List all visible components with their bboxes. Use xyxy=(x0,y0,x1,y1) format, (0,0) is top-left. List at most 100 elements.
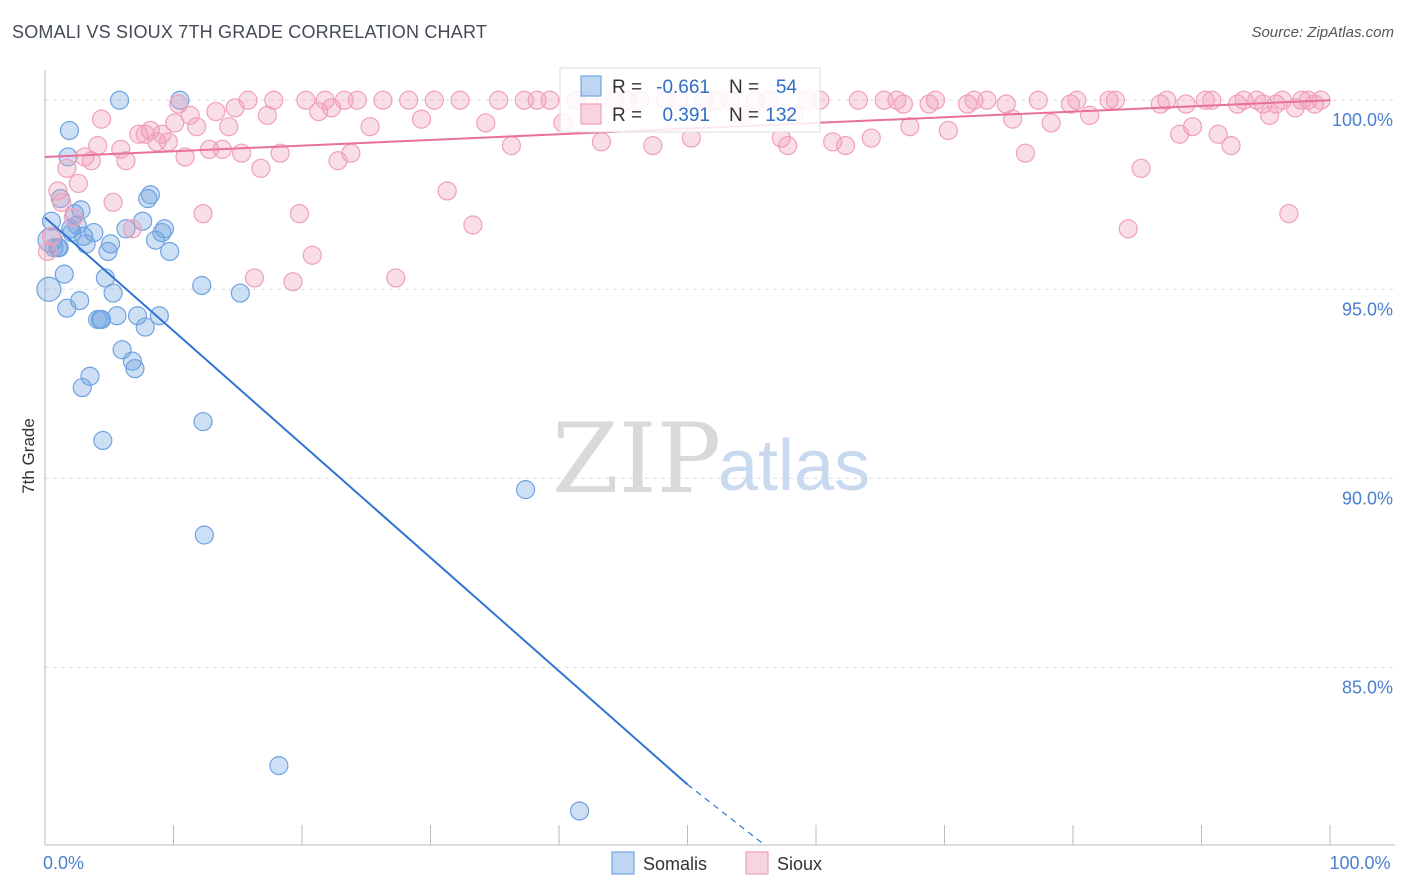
sioux-point xyxy=(1041,113,1061,133)
somali-point xyxy=(133,211,153,231)
sioux-point xyxy=(360,117,380,137)
sioux-point xyxy=(270,143,290,163)
somali-point xyxy=(91,309,112,330)
sioux-point xyxy=(958,94,978,114)
sioux-point xyxy=(1028,90,1048,110)
bottom-legend-label: Somalis xyxy=(643,854,707,874)
sioux-point xyxy=(1099,90,1119,110)
sioux-point xyxy=(219,117,239,137)
sioux-point xyxy=(296,90,316,110)
somali-point xyxy=(515,480,536,500)
sioux-point xyxy=(68,173,89,194)
somali-point xyxy=(71,200,91,220)
legend-r-label: R = xyxy=(612,105,642,126)
legend-n-value: 132 xyxy=(765,105,797,126)
watermark-zip: ZIP xyxy=(552,403,721,515)
somali-point xyxy=(569,801,590,821)
somali-point xyxy=(98,241,118,262)
sioux-point xyxy=(463,215,483,235)
sioux-point xyxy=(893,94,913,114)
chart-title: SOMALI VS SIOUX 7TH GRADE CORRELATION CH… xyxy=(12,22,488,42)
sioux-point xyxy=(1304,94,1325,114)
bottom-legend-swatch xyxy=(611,851,635,875)
sioux-point xyxy=(1150,94,1170,114)
sioux-point xyxy=(116,151,136,171)
somali-point xyxy=(41,211,62,231)
somali-point xyxy=(59,120,80,141)
somali-point xyxy=(127,306,148,326)
somali-point xyxy=(70,291,90,311)
sioux-point xyxy=(244,268,265,288)
somali-point xyxy=(230,283,250,303)
sioux-point xyxy=(938,120,958,141)
watermark-atlas: atlas xyxy=(718,426,870,506)
stats-legend-box xyxy=(559,67,821,133)
sioux-point xyxy=(424,90,444,110)
sioux-point xyxy=(1279,204,1299,224)
grid-lines xyxy=(45,99,1395,668)
sioux-point xyxy=(88,136,108,156)
sioux-point xyxy=(437,181,457,201)
legend-n-value: 54 xyxy=(776,77,798,98)
somali-point xyxy=(80,366,100,386)
sioux-point xyxy=(48,181,68,201)
sioux-point xyxy=(778,136,798,156)
sioux-point xyxy=(206,101,226,122)
data-points xyxy=(36,90,1331,821)
stats-legend: R = -0.661 N = 54 R = 0.391 N = 132 xyxy=(559,67,821,133)
sioux-point xyxy=(1221,136,1241,156)
somali-point xyxy=(125,359,145,379)
tick-labels: 100.0% 95.0% 90.0% 85.0% 0.0% 100.0% xyxy=(43,110,1393,873)
x-tick-label: 100.0% xyxy=(1329,853,1390,873)
sioux-point xyxy=(977,90,997,110)
somali-point xyxy=(154,219,175,239)
somali-point xyxy=(192,275,212,296)
sioux-point xyxy=(1182,117,1203,137)
sioux-point xyxy=(1015,143,1036,163)
sioux-point xyxy=(169,94,189,114)
sioux-point xyxy=(175,147,195,167)
sioux-point xyxy=(63,207,83,228)
sioux-point xyxy=(1260,105,1280,125)
sioux-point xyxy=(411,109,432,129)
sioux-point xyxy=(91,109,112,129)
sioux-point xyxy=(1060,94,1081,114)
sioux-point xyxy=(476,113,496,133)
somali-point xyxy=(140,185,160,205)
axes xyxy=(44,70,1395,846)
somali-trend-extension xyxy=(687,784,765,846)
x-tick-label: 0.0% xyxy=(43,853,84,873)
legend-swatch xyxy=(580,103,602,125)
legend-r-value: -0.661 xyxy=(656,77,710,98)
sioux-point xyxy=(251,158,271,178)
sioux-point xyxy=(835,136,856,156)
sioux-point xyxy=(450,90,470,110)
sioux-point xyxy=(289,204,310,224)
sioux-point xyxy=(347,90,367,110)
somali-point xyxy=(73,226,94,246)
sioux-point xyxy=(264,90,284,110)
sioux-point xyxy=(129,124,149,144)
somali-point xyxy=(103,283,123,303)
legend-n-label: N = xyxy=(729,105,759,126)
watermark: ZIP atlas xyxy=(552,403,870,515)
sioux-point xyxy=(900,117,920,137)
somali-trend-line xyxy=(44,216,689,786)
legend-r-value: 0.391 xyxy=(662,105,710,126)
sioux-point xyxy=(315,90,335,110)
y-tick-label: 95.0% xyxy=(1342,299,1393,319)
legend-n-label: N = xyxy=(729,77,759,98)
sioux-point xyxy=(41,226,62,246)
sioux-point xyxy=(165,113,185,133)
sioux-point xyxy=(122,219,142,239)
sioux-point xyxy=(158,132,178,152)
y-axis-label: 7th Grade xyxy=(19,418,38,494)
sioux-point xyxy=(643,136,663,156)
sioux-point xyxy=(848,90,869,110)
sioux-point xyxy=(1118,219,1138,239)
sioux-point xyxy=(309,101,329,122)
somali-point xyxy=(269,756,289,776)
sioux-point xyxy=(501,136,522,156)
sioux-point xyxy=(37,241,58,262)
